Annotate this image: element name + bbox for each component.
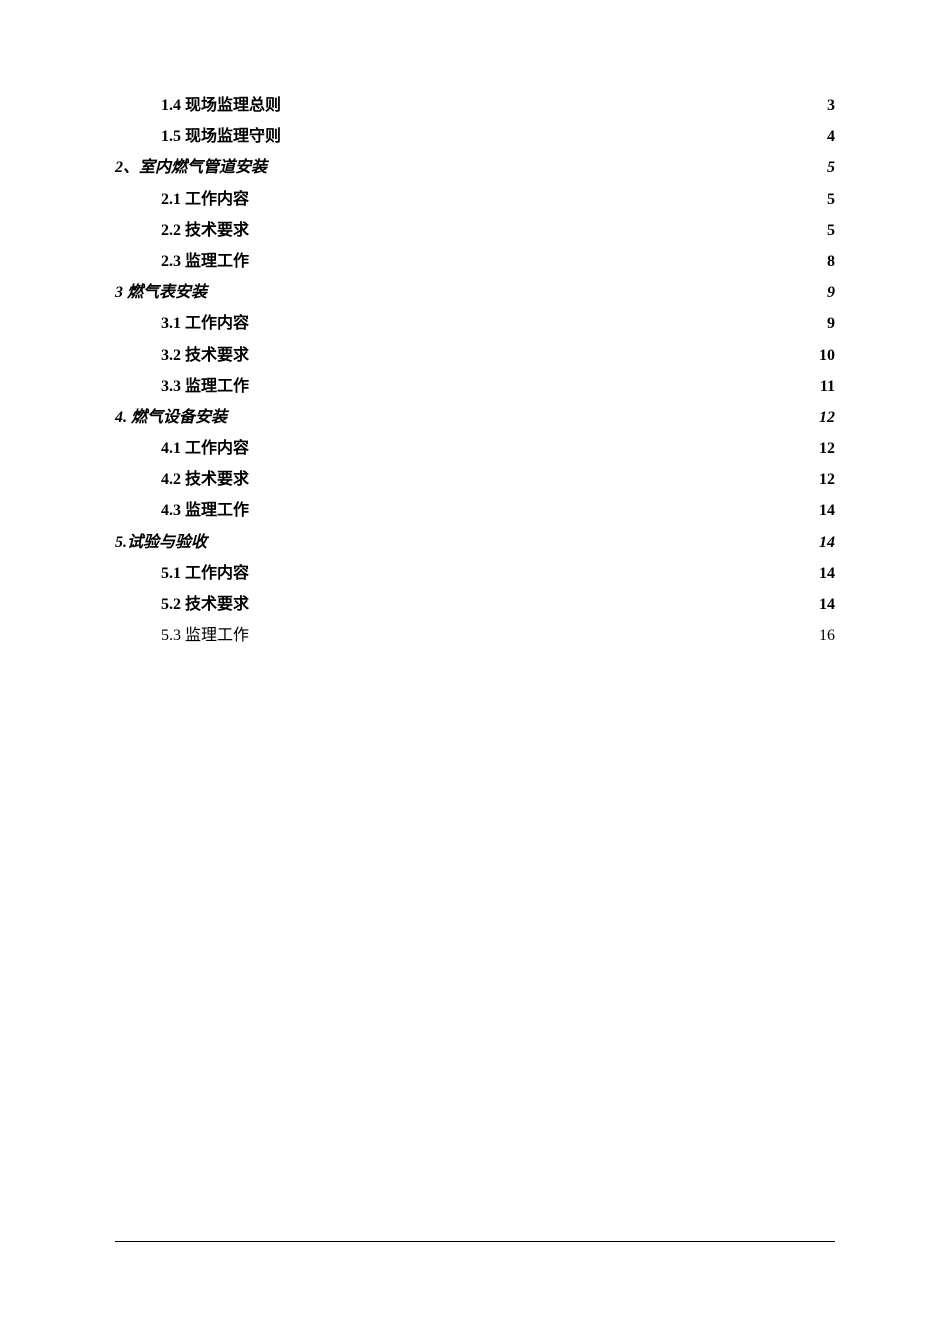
document-page: 1.4 现场监理总则31.5 现场监理守则42、室内燃气管道安装52.1 工作内… [0, 0, 950, 711]
toc-entry-page: 14 [811, 589, 835, 620]
toc-entry-label: 4.2 技术要求 [161, 464, 249, 495]
toc-entry: 4.1 工作内容 12 [115, 433, 835, 464]
toc-entry: 1.4 现场监理总则 3 [115, 90, 835, 121]
toc-entry-label: 3.1 工作内容 [161, 308, 249, 339]
toc-entry: 3.1 工作内容 9 [115, 308, 835, 339]
toc-entry-page: 5 [819, 152, 835, 183]
toc-entry: 5.3 监理工作 16 [115, 620, 835, 651]
toc-entry: 2、室内燃气管道安装 5 [115, 152, 835, 183]
toc-entry-label: 4. 燃气设备安装 [115, 402, 227, 433]
toc-entry: 1.5 现场监理守则 4 [115, 121, 835, 152]
toc-entry-label: 3.3 监理工作 [161, 371, 249, 402]
toc-entry-label: 5.试验与验收 [115, 527, 207, 558]
toc-entry-label: 4.3 监理工作 [161, 495, 249, 526]
toc-entry-page: 3 [819, 90, 835, 121]
toc-entry-label: 4.1 工作内容 [161, 433, 249, 464]
table-of-contents: 1.4 现场监理总则31.5 现场监理守则42、室内燃气管道安装52.1 工作内… [115, 90, 835, 651]
toc-entry-page: 5 [819, 184, 835, 215]
toc-entry-page: 12 [811, 464, 835, 495]
toc-entry-page: 14 [811, 495, 835, 526]
toc-entry-label: 3.2 技术要求 [161, 340, 249, 371]
toc-entry-page: 9 [819, 308, 835, 339]
toc-entry-page: 14 [811, 527, 835, 558]
toc-entry-label: 2.1 工作内容 [161, 184, 249, 215]
toc-entry: 5.1 工作内容 14 [115, 558, 835, 589]
toc-entry-label: 2.3 监理工作 [161, 246, 249, 277]
toc-entry: 3.2 技术要求 10 [115, 340, 835, 371]
toc-entry-page: 12 [811, 433, 835, 464]
toc-entry-page: 16 [811, 620, 835, 651]
toc-entry: 4.3 监理工作 14 [115, 495, 835, 526]
toc-entry-label: 1.5 现场监理守则 [161, 121, 281, 152]
footer-rule [115, 1241, 835, 1242]
toc-entry-page: 5 [819, 215, 835, 246]
toc-entry-page: 4 [819, 121, 835, 152]
toc-entry-label: 5.2 技术要求 [161, 589, 249, 620]
toc-entry: 3.3 监理工作 11 [115, 371, 835, 402]
toc-entry-page: 11 [812, 371, 835, 402]
toc-entry-page: 14 [811, 558, 835, 589]
toc-entry-page: 12 [811, 402, 835, 433]
toc-entry: 2.1 工作内容 5 [115, 184, 835, 215]
toc-entry: 2.3 监理工作 8 [115, 246, 835, 277]
toc-entry: 3 燃气表安装 9 [115, 277, 835, 308]
toc-entry-page: 9 [819, 277, 835, 308]
toc-entry-label: 5.3 监理工作 [161, 620, 249, 651]
toc-entry: 2.2 技术要求 5 [115, 215, 835, 246]
toc-entry-label: 3 燃气表安装 [115, 277, 207, 308]
toc-entry-page: 8 [819, 246, 835, 277]
toc-entry-label: 2.2 技术要求 [161, 215, 249, 246]
toc-entry: 4.2 技术要求 12 [115, 464, 835, 495]
toc-entry-page: 10 [811, 340, 835, 371]
toc-entry: 5.2 技术要求 14 [115, 589, 835, 620]
toc-entry: 4. 燃气设备安装 12 [115, 402, 835, 433]
toc-entry-label: 2、室内燃气管道安装 [115, 152, 267, 183]
toc-entry: 5.试验与验收 14 [115, 527, 835, 558]
toc-entry-label: 5.1 工作内容 [161, 558, 249, 589]
toc-entry-label: 1.4 现场监理总则 [161, 90, 281, 121]
